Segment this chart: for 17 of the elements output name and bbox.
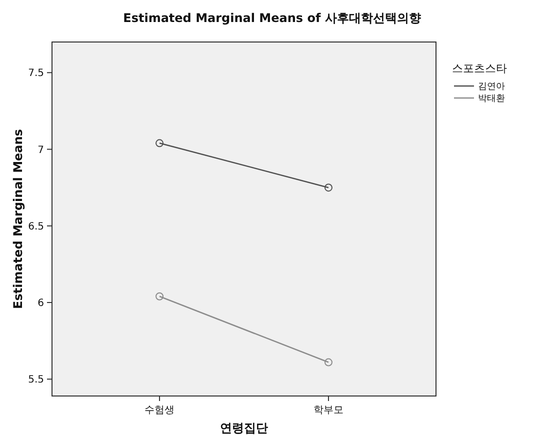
point <box>156 292 164 300</box>
point <box>156 139 164 148</box>
point <box>324 358 332 366</box>
legend-title: 스포츠스타 <box>452 62 507 75</box>
y-tick-label: 7.5 <box>28 68 44 80</box>
y-axis-title: Estimated Marginal Means <box>11 129 25 309</box>
x-tick-label: 학부모 <box>313 405 344 416</box>
legend-label: 김연아 <box>478 82 505 92</box>
legend-label: 박태환 <box>478 94 505 104</box>
y-tick-label: 6 <box>38 298 44 310</box>
y-tick-label: 5.5 <box>28 374 44 386</box>
x-tick-label: 수험생 <box>144 405 175 416</box>
y-tick-label: 6.5 <box>28 221 44 232</box>
y-tick-label: 7 <box>38 144 44 156</box>
point <box>324 184 332 192</box>
chart-title: Estimated Marginal Means of 사후대학선택의향 <box>123 11 421 25</box>
x-axis-title: 연령집단 <box>220 421 268 435</box>
